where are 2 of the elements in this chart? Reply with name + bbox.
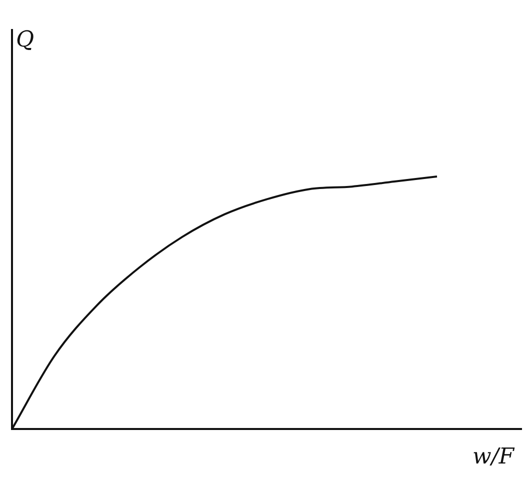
x-axis-title: w/F [472,444,515,470]
text: Q [16,28,34,53]
